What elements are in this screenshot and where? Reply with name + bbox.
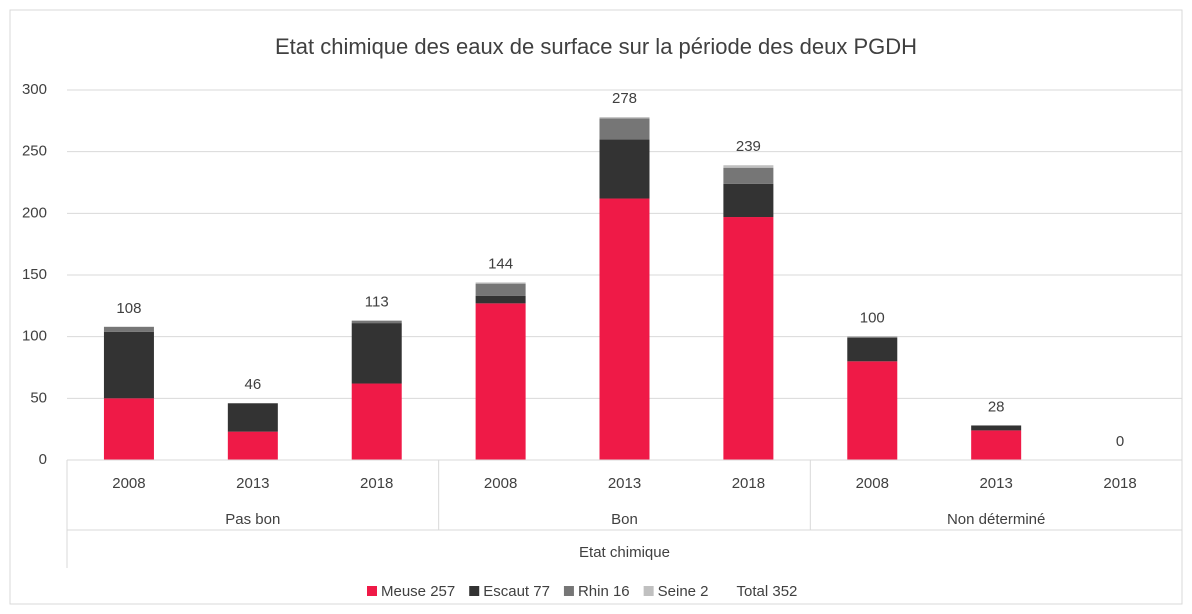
bar-segment [723, 167, 774, 184]
legend-swatch [367, 586, 377, 596]
x-tick-label: 2013 [979, 475, 1012, 492]
total-label: 239 [736, 138, 761, 155]
bar-segment [723, 183, 774, 218]
bar-segment [971, 425, 1022, 431]
total-label: 144 [488, 255, 513, 272]
legend-swatch [563, 586, 574, 596]
bar-segment [723, 165, 774, 168]
legend-swatch [469, 586, 480, 596]
bar-segment [475, 303, 526, 460]
bar-segment [599, 118, 650, 140]
total-label: 108 [116, 300, 141, 317]
x-tick-label: 2013 [236, 475, 269, 492]
legend-label: Rhin 16 [578, 583, 630, 600]
total-label: 278 [612, 90, 637, 107]
x-tick-label: 2008 [856, 475, 889, 492]
bar-segment [599, 139, 650, 199]
bar-segment [599, 198, 650, 461]
group-label: Non déterminé [947, 511, 1045, 528]
total-label: 46 [244, 376, 261, 393]
legend-label: Escaut 77 [483, 583, 550, 600]
total-label: 100 [860, 310, 885, 327]
x-tick-label: 2008 [112, 475, 145, 492]
x-tick-label: 2008 [484, 475, 517, 492]
y-tick-label: 0 [39, 451, 47, 468]
legend-swatch [643, 586, 654, 596]
y-tick-label: 150 [22, 266, 47, 283]
bar-segment [351, 323, 402, 384]
chart-frame [9, 9, 1183, 605]
y-tick-label: 250 [22, 143, 47, 160]
total-label: 28 [988, 398, 1005, 415]
bar-segment [971, 430, 1022, 460]
bar-segment [103, 326, 154, 332]
bar-segment [599, 117, 650, 119]
x-tick-label: 2018 [732, 475, 765, 492]
legend-label: Meuse 257 [381, 583, 455, 600]
y-tick-label: 100 [22, 328, 47, 345]
group-label: Pas bon [225, 511, 280, 528]
group-label: Bon [611, 511, 638, 528]
bar-segment [103, 398, 154, 460]
bar-segment [475, 295, 526, 304]
bar-segment [847, 337, 898, 362]
bar-segment [103, 331, 154, 399]
bar-segment [475, 283, 526, 296]
y-tick-label: 300 [22, 81, 47, 98]
legend-label: Total 352 [737, 583, 798, 600]
bar-segment [227, 403, 278, 432]
x-tick-label: 2018 [1103, 475, 1136, 492]
x-tick-label: 2018 [360, 475, 393, 492]
bar-segment [475, 282, 526, 284]
bar-segment [227, 431, 278, 460]
chart-title: Etat chimique des eaux de surface sur la… [275, 34, 917, 59]
bar-segment [351, 320, 402, 324]
total-label: 113 [365, 294, 389, 311]
bar-segment [351, 383, 402, 460]
y-tick-label: 50 [30, 389, 47, 406]
legend-label: Seine 2 [658, 583, 709, 600]
bar-segment [847, 336, 898, 338]
bar-segment [847, 361, 898, 460]
x-axis-label: Etat chimique [579, 544, 670, 561]
y-tick-label: 200 [22, 204, 47, 221]
x-tick-label: 2013 [608, 475, 641, 492]
total-label: 0 [1116, 433, 1124, 450]
bar-segment [723, 217, 774, 460]
